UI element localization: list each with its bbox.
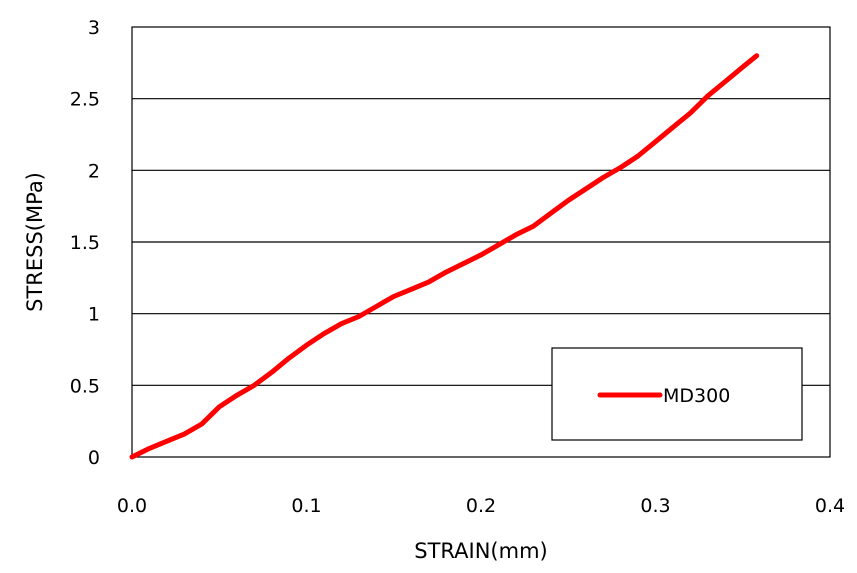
y-axis-title: STRESS(MPa) <box>23 172 47 312</box>
y-tick-label: 2.5 <box>70 89 100 111</box>
x-axis-title: STRAIN(mm) <box>414 539 547 563</box>
x-tick-label: 0.3 <box>640 495 670 517</box>
y-axis-tick-labels: 0 0.5 1 1.5 2 2.5 3 <box>70 17 100 469</box>
x-tick-label: 0.2 <box>466 495 496 517</box>
y-tick-label: 0 <box>88 447 100 469</box>
y-tick-label: 2 <box>88 160 100 182</box>
legend-label-md300: MD300 <box>663 385 730 407</box>
series-line-md300 <box>129 53 760 460</box>
x-tick-label: 0.0 <box>117 495 147 517</box>
x-axis-tick-labels: 0.0 0.1 0.2 0.3 0.4 <box>117 495 845 517</box>
x-tick-label: 0.4 <box>815 495 845 517</box>
x-tick-label: 0.1 <box>291 495 321 517</box>
y-tick-label: 1.5 <box>70 232 100 254</box>
series-layer <box>129 53 760 460</box>
y-tick-label: 1 <box>88 304 100 326</box>
y-tick-label: 0.5 <box>70 375 100 397</box>
legend-box <box>551 347 803 441</box>
legend: MD300 <box>551 347 803 441</box>
y-tick-label: 3 <box>88 17 100 39</box>
